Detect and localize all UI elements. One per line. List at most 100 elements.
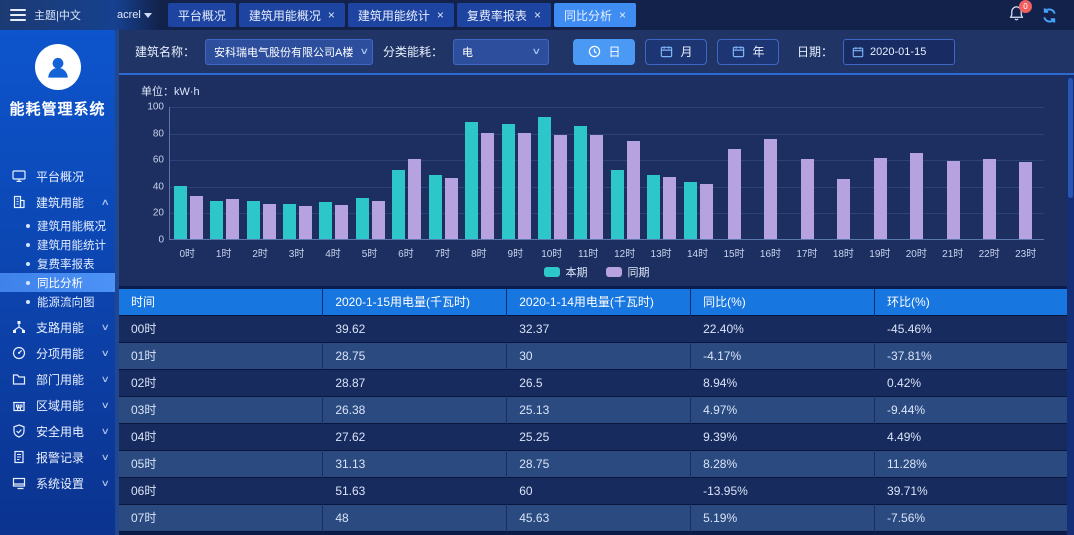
table-cell: 22.40% <box>690 315 876 342</box>
topbar-left: 主题|中文 <box>0 0 115 30</box>
bar-group-23时 <box>1008 107 1044 239</box>
sidebar-submenu: 建筑用能概况 建筑用能统计复费率报表 同比分析 能源流向图 <box>0 216 115 311</box>
x-axis-tick-label: 0时 <box>179 249 195 260</box>
period-button-label: 日 <box>608 45 621 59</box>
tab-复费率报表[interactable]: 复费率报表 × <box>456 3 551 27</box>
bar-同期-21时 <box>946 160 960 239</box>
calendar-icon <box>660 45 673 58</box>
hamburger-menu-icon[interactable] <box>10 9 26 21</box>
sidebar-item-支路用能[interactable]: 支路用能 ∨ <box>0 314 115 340</box>
table-cell: 9.39% <box>690 423 876 450</box>
table-cell: 31.13 <box>322 450 508 477</box>
table-cell: 03时 <box>119 396 324 423</box>
x-axis-tick-label: 6时 <box>398 249 414 260</box>
energy-type-select-value: 电 <box>462 46 474 59</box>
scrollbar-thumb[interactable] <box>1068 78 1073 198</box>
tab-建筑用能统计[interactable]: 建筑用能统计 × <box>347 3 454 27</box>
bullet-icon <box>26 223 30 228</box>
bar-本期-11时 <box>574 126 588 239</box>
tab-同比分析[interactable]: 同比分析 × <box>553 3 636 27</box>
x-axis-tick-label: 5时 <box>361 249 378 260</box>
sidebar-subitem-同比分析[interactable]: 同比分析 <box>0 273 115 292</box>
chevron-down-icon: ∨ <box>359 46 370 56</box>
bar-同期-22时 <box>982 159 996 239</box>
sidebar-item-安全用电[interactable]: 安全用电 ∨ <box>0 418 115 444</box>
bar-同期-0时 <box>189 195 203 239</box>
x-axis-tick-label: 21时 <box>942 249 964 260</box>
sidebar-item-label: 建筑用能 <box>36 195 85 210</box>
sidebar-subitem-复费率报表[interactable]: 复费率报表 <box>0 254 115 273</box>
sidebar-item-平台概况[interactable]: 平台概况 <box>0 163 115 189</box>
legend-label: 同期 <box>627 267 650 279</box>
bar-同期-5时 <box>371 200 385 239</box>
legend-swatch <box>543 267 560 277</box>
sidebar-subitem-label: 建筑用能统计 <box>37 239 106 252</box>
chevron-down-icon: ∨ <box>101 477 111 488</box>
y-axis-tick-label: 80 <box>152 128 164 140</box>
chart-legend: 本期 同期 <box>119 264 1074 280</box>
y-axis-tick-label: 20 <box>152 207 164 219</box>
date-picker-input[interactable]: 2020-01-15 <box>843 38 956 65</box>
tab-平台概况[interactable]: 平台概况 <box>167 3 236 27</box>
tab-close-icon[interactable]: × <box>533 8 541 22</box>
period-button-label: 月 <box>680 45 693 59</box>
scrollbar-track[interactable] <box>1067 76 1074 535</box>
x-axis-tick-label: 15时 <box>723 249 745 260</box>
chevron-down-icon: ∨ <box>101 399 111 410</box>
tab-label: 复费率报表 <box>466 8 527 23</box>
bar-同期-14时 <box>699 183 713 239</box>
tab-close-icon[interactable]: × <box>436 8 444 22</box>
sidebar-item-系统设置[interactable]: 系统设置 ∨ <box>0 470 115 496</box>
chevron-down-icon: ∨ <box>101 451 111 462</box>
sidebar-subitem-建筑用能概况[interactable]: 建筑用能概况 <box>0 216 115 235</box>
bar-group-3时 <box>279 107 315 239</box>
table-cell: 32.37 <box>506 315 692 342</box>
building-select[interactable]: 安科瑞电气股份有限公司A楼 ∨ <box>205 38 374 65</box>
sidebar-subitem-label: 建筑用能概况 <box>37 220 106 233</box>
sidebar-item-报警记录[interactable]: 报警记录 ∨ <box>0 444 115 470</box>
period-button-日[interactable]: 日 <box>573 38 636 65</box>
bullet-icon <box>26 242 30 247</box>
period-button-月[interactable]: 月 <box>645 38 708 65</box>
refresh-icon[interactable] <box>1041 7 1058 24</box>
bar-group-22时 <box>971 107 1007 239</box>
notification-bell-icon[interactable]: 0 <box>1008 0 1032 25</box>
bar-group-19时 <box>862 107 898 239</box>
legend-item-本期[interactable]: 本期 <box>543 264 588 280</box>
bar-本期-1时 <box>210 200 224 239</box>
x-axis-tick-label: 7时 <box>434 249 451 260</box>
bar-group-15时 <box>716 107 752 239</box>
calendar-icon <box>732 45 745 58</box>
bar-同期-13时 <box>663 177 677 239</box>
sidebar-item-建筑用能[interactable]: 建筑用能 ∧ <box>0 189 115 215</box>
x-axis-tick-label: 4时 <box>325 249 341 260</box>
table-cell: 48 <box>322 504 508 531</box>
tab-建筑用能概况[interactable]: 建筑用能概况 × <box>238 3 345 27</box>
table-cell: 06时 <box>119 477 324 504</box>
chart-plot: 0 20 40 60 80 100 <box>147 102 1044 246</box>
theme-language-switcher[interactable]: 主题|中文 <box>34 10 81 22</box>
user-menu[interactable]: acrel <box>115 0 160 30</box>
bar-同期-3时 <box>298 205 312 239</box>
gridline <box>170 107 1044 108</box>
bar-本期-0时 <box>173 186 187 239</box>
chevron-down-icon: ∨ <box>101 347 111 358</box>
sidebar-item-部门用能[interactable]: 部门用能 ∨ <box>0 366 115 392</box>
bar-同期-1时 <box>226 199 240 239</box>
sidebar-subitem-建筑用能统计[interactable]: 建筑用能统计 <box>0 235 115 254</box>
period-button-年[interactable]: 年 <box>717 38 780 65</box>
bar-同期-12时 <box>626 140 640 239</box>
energy-type-select[interactable]: 电 ∨ <box>453 38 550 65</box>
tab-close-icon[interactable]: × <box>327 8 335 22</box>
building-icon <box>12 195 28 209</box>
sidebar-item-区域用能[interactable]: 区域用能 ∨ <box>0 392 115 418</box>
bar-group-5时 <box>352 107 388 239</box>
x-axis-tick-label: 14时 <box>687 249 709 260</box>
legend-item-同期[interactable]: 同期 <box>605 264 650 280</box>
sidebar-subitem-能源流向图[interactable]: 能源流向图 <box>0 292 115 311</box>
sidebar-item-分项用能[interactable]: 分项用能 ∨ <box>0 340 115 366</box>
tab-close-icon[interactable]: × <box>618 8 626 22</box>
chevron-down-icon: ∨ <box>101 321 111 332</box>
table-cell: 02时 <box>119 369 324 396</box>
